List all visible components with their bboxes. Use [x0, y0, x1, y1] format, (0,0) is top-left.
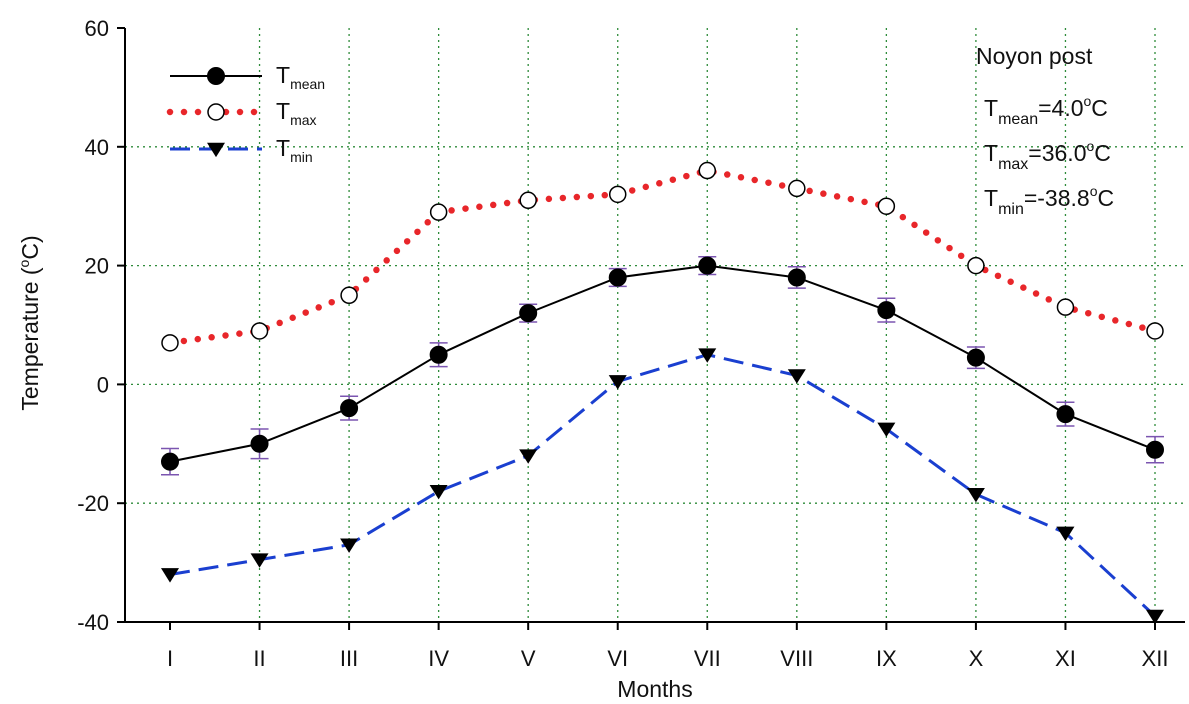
series-min [161, 348, 1164, 625]
data-point-max [788, 179, 806, 198]
series-layer [161, 161, 1164, 625]
x-tick-label: VI [607, 646, 628, 671]
legend-item-mean: Tmean [170, 62, 325, 92]
legend-item-min: Tmin [170, 135, 313, 165]
series-line-max [166, 167, 1159, 347]
data-point-min [966, 487, 985, 503]
data-point-max [698, 161, 717, 180]
legend-marker [207, 103, 225, 121]
data-point-mean [698, 256, 717, 275]
station-stat-mean: Tmean=4.0oC [984, 93, 1108, 128]
y-axis-label: Temperature (oC) [16, 235, 43, 410]
y-tick-label: 60 [85, 16, 109, 41]
data-point-max [1056, 298, 1075, 316]
x-tick-label: IV [428, 646, 449, 671]
station-annotation: Noyon post Tmean=4.0oC Tmax=36.0oC Tmin=-38… [976, 43, 1114, 218]
x-tick-label: XII [1142, 646, 1169, 671]
data-point-max [519, 191, 537, 210]
data-point-min [429, 485, 448, 500]
x-tick-label: I [167, 646, 173, 671]
data-point-mean [429, 345, 448, 364]
data-point-max [340, 286, 358, 305]
data-point-mean [608, 268, 627, 287]
data-point-mean [1146, 440, 1164, 459]
legend-label: Tmax [276, 98, 317, 128]
series-line-min [169, 353, 1157, 618]
legend-marker [207, 142, 225, 158]
x-tick-label: IX [876, 646, 897, 671]
data-point-min [161, 568, 179, 583]
x-axis-label: Months [617, 676, 692, 702]
x-tick-label: XI [1055, 646, 1076, 671]
legend-label: Tmin [276, 135, 313, 165]
series-mean [161, 255, 1164, 476]
data-point-mean [787, 268, 806, 287]
data-point-max [429, 203, 448, 221]
data-point-max [250, 322, 269, 340]
data-point-mean [250, 434, 269, 453]
data-point-max [967, 256, 985, 275]
y-tick-label: -40 [77, 610, 109, 635]
legend-marker [207, 67, 225, 85]
data-point-mean [519, 304, 538, 323]
legend-item-max: Tmax [166, 98, 317, 128]
data-point-min [1146, 609, 1164, 625]
x-tick-label: X [969, 646, 984, 671]
grid [125, 28, 1185, 622]
legend: Tmean Tmax Tmin [166, 62, 325, 165]
station-stat-min: Tmin=-38.8oC [984, 183, 1114, 218]
x-tick-label: VII [694, 646, 721, 671]
data-point-min [877, 422, 896, 438]
y-tick-label: 20 [85, 254, 109, 279]
data-point-mean [161, 452, 179, 471]
data-point-min [519, 449, 538, 464]
data-point-max [608, 185, 627, 204]
data-point-min [1056, 526, 1075, 541]
data-point-mean [966, 348, 985, 367]
series-max [161, 161, 1164, 352]
series-line-mean [169, 264, 1156, 463]
data-point-mean [340, 399, 359, 418]
data-point-min [698, 348, 717, 363]
station-name: Noyon post [976, 43, 1093, 69]
legend-label: Tmean [276, 62, 325, 92]
data-point-min [608, 375, 627, 390]
x-tick-label: VIII [780, 646, 813, 671]
data-point-mean [877, 301, 896, 320]
data-point-max [161, 334, 179, 352]
data-point-min [787, 369, 806, 384]
data-point-max [1146, 322, 1164, 340]
y-tick-label: 0 [97, 372, 109, 397]
y-tick-label: -20 [77, 491, 109, 516]
x-tick-label: III [340, 646, 358, 671]
x-tick-label: II [253, 646, 265, 671]
data-point-mean [1056, 405, 1075, 424]
station-stat-max: Tmax=36.0oC [984, 138, 1111, 173]
x-tick-label: V [521, 646, 536, 671]
y-tick-label: 40 [85, 135, 109, 160]
data-point-min [250, 553, 269, 568]
data-point-min [340, 538, 359, 553]
data-point-max [877, 197, 896, 215]
